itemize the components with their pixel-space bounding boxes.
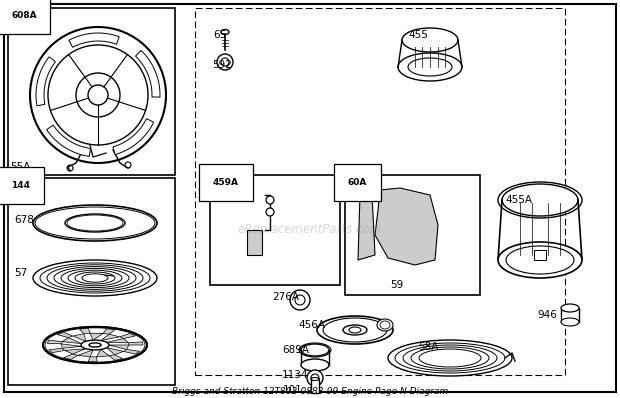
Ellipse shape [561,318,579,326]
Ellipse shape [377,319,393,331]
Ellipse shape [33,260,157,296]
Text: 689A: 689A [282,345,309,355]
Polygon shape [107,339,128,343]
Circle shape [307,370,323,386]
Polygon shape [107,347,123,355]
Ellipse shape [343,325,367,335]
Ellipse shape [43,327,147,363]
Text: 678: 678 [14,215,34,225]
Polygon shape [61,344,82,348]
Bar [8,178,175,385]
Text: 144: 144 [11,181,30,190]
Text: 456A: 456A [298,320,325,330]
Ellipse shape [408,58,452,76]
Polygon shape [103,329,115,334]
Polygon shape [64,349,86,354]
Ellipse shape [81,340,109,350]
Polygon shape [64,354,78,359]
Polygon shape [358,195,375,260]
Polygon shape [63,338,82,343]
Ellipse shape [266,196,274,204]
Bar [210,175,340,285]
Ellipse shape [89,343,101,347]
Polygon shape [79,328,90,334]
Text: 60A: 60A [348,178,368,187]
Bar [534,250,546,260]
Polygon shape [90,333,103,340]
Text: 592: 592 [212,60,232,70]
Text: 608A: 608A [11,11,37,20]
Ellipse shape [221,29,229,35]
Text: 55A: 55A [10,162,30,172]
Polygon shape [46,125,91,156]
Ellipse shape [301,344,329,356]
Polygon shape [73,334,86,341]
Bar [345,175,480,295]
Text: 1134: 1134 [282,370,309,380]
Ellipse shape [502,184,578,216]
Polygon shape [58,332,73,338]
Ellipse shape [561,304,579,312]
Bar [311,379,319,393]
Polygon shape [113,119,154,154]
Ellipse shape [398,53,462,81]
Ellipse shape [317,316,393,344]
Polygon shape [128,342,143,345]
Circle shape [290,290,310,310]
Bar [8,8,175,175]
Polygon shape [109,355,123,360]
Bar [195,8,565,375]
Text: Briggs and Stratton 12T802-0883-99 Engine Page N Diagram: Briggs and Stratton 12T802-0883-99 Engin… [172,388,448,396]
Text: eReplacementParts.com: eReplacementParts.com [238,224,382,236]
Text: 101: 101 [283,385,303,395]
Polygon shape [120,334,135,339]
Text: 59: 59 [390,280,403,290]
Ellipse shape [506,246,574,274]
Text: 946: 946 [537,310,557,320]
Text: 65: 65 [213,30,226,40]
Polygon shape [88,357,97,362]
Ellipse shape [266,208,274,216]
Polygon shape [123,349,140,354]
Polygon shape [47,340,63,344]
Polygon shape [247,230,262,255]
Ellipse shape [311,377,319,380]
Polygon shape [97,349,109,357]
Polygon shape [375,188,438,265]
Bar [561,308,579,322]
Polygon shape [109,345,129,349]
Text: 459A: 459A [213,178,239,187]
Polygon shape [101,334,120,341]
Ellipse shape [498,242,582,278]
Polygon shape [49,348,64,353]
Text: 455: 455 [408,30,428,40]
Text: 58A: 58A [418,342,438,352]
Polygon shape [136,51,160,97]
Polygon shape [78,350,93,357]
Text: 57: 57 [14,268,27,278]
Ellipse shape [301,359,329,371]
Ellipse shape [388,340,512,376]
Text: 455A: 455A [505,195,532,205]
Polygon shape [36,57,55,106]
Text: 276A: 276A [272,292,299,302]
Polygon shape [69,33,119,47]
